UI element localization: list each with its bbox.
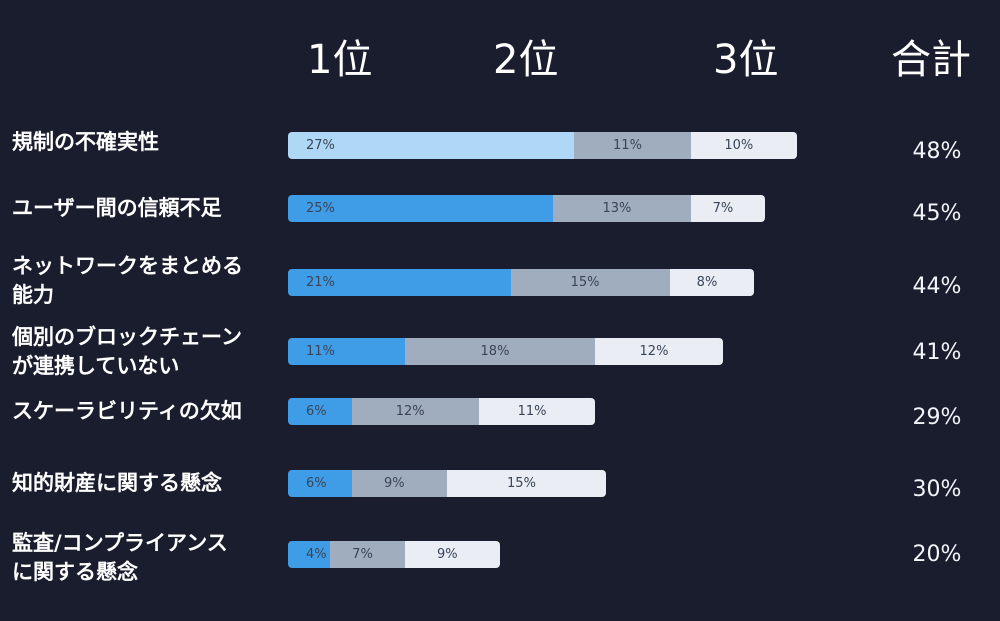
bar-segment-rank1: 27% bbox=[288, 132, 575, 159]
header-rank3: 3位 bbox=[713, 37, 779, 83]
category-label: ネットワークをまとめる 能力 bbox=[12, 254, 243, 307]
bar-segment-rank2: 12% bbox=[351, 398, 479, 425]
bar-segment-rank1: 6% bbox=[288, 470, 352, 497]
bar-segment-rank2: 13% bbox=[553, 195, 691, 222]
stacked-bar: 4% 7% 9% bbox=[288, 541, 500, 568]
bar-segment-rank2: 9% bbox=[351, 470, 447, 497]
bar-segment-rank1: 4% bbox=[288, 541, 331, 568]
bar-segment-rank3: 15% bbox=[446, 470, 606, 497]
bar-segment-rank3: 11% bbox=[478, 398, 596, 425]
category-label: ユーザー間の信頼不足 bbox=[12, 196, 222, 220]
total-value: 48% bbox=[912, 139, 962, 164]
header-rank2: 2位 bbox=[493, 37, 559, 83]
total-value: 41% bbox=[912, 340, 962, 365]
bar-segment-rank3: 8% bbox=[669, 269, 755, 296]
stacked-bar: 11% 18% 12% bbox=[288, 338, 723, 365]
total-value: 45% bbox=[912, 201, 962, 226]
category-label: 知的財産に関する懸念 bbox=[12, 471, 222, 495]
total-value: 20% bbox=[912, 542, 962, 567]
bar-segment-rank1: 21% bbox=[288, 269, 511, 296]
stacked-bar: 27% 11% 10% bbox=[288, 132, 797, 159]
bar-segment-rank3: 9% bbox=[404, 541, 500, 568]
stacked-bar: 21% 15% 8% bbox=[288, 269, 755, 296]
bar-segment-rank2: 15% bbox=[510, 269, 670, 296]
bar-segment-rank1: 11% bbox=[288, 338, 405, 365]
bar-segment-rank3: 10% bbox=[690, 132, 797, 159]
total-value: 44% bbox=[912, 274, 962, 299]
bar-segment-rank2: 11% bbox=[574, 132, 691, 159]
category-label: 個別のブロックチェーン が連携していない bbox=[12, 325, 242, 378]
bar-segment-rank2: 7% bbox=[330, 541, 405, 568]
category-label: 監査/コンプライアンス に関する懸念 bbox=[12, 531, 228, 584]
bar-segment-rank2: 18% bbox=[404, 338, 596, 365]
header-total: 合計 bbox=[891, 37, 971, 83]
stacked-bar: 6% 12% 11% bbox=[288, 398, 596, 425]
total-value: 29% bbox=[912, 405, 962, 430]
stacked-bar: 6% 9% 15% bbox=[288, 470, 606, 497]
bar-segment-rank3: 12% bbox=[595, 338, 723, 365]
bar-segment-rank1: 25% bbox=[288, 195, 553, 222]
bar-segment-rank1: 6% bbox=[288, 398, 352, 425]
stacked-bar: 25% 13% 7% bbox=[288, 195, 765, 222]
total-value: 30% bbox=[912, 477, 962, 502]
category-label: スケーラビリティの欠如 bbox=[12, 399, 242, 423]
header-rank1: 1位 bbox=[307, 37, 373, 83]
bar-segment-rank3: 7% bbox=[690, 195, 765, 222]
category-label: 規制の不確実性 bbox=[12, 130, 159, 154]
